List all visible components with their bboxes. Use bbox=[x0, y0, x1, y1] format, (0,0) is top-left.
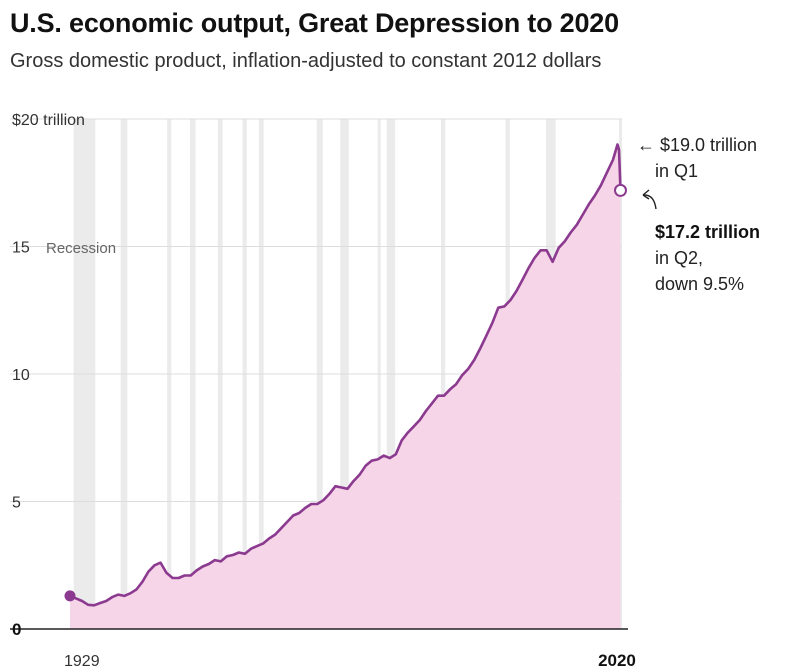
curved-arrow bbox=[642, 194, 657, 210]
recession-label: Recession bbox=[46, 240, 116, 257]
y-tick-label: 5 bbox=[12, 495, 21, 512]
y-tick-label: 10 bbox=[12, 367, 30, 384]
y-tick-label: 0 bbox=[12, 620, 21, 639]
x-tick-label: 1929 bbox=[64, 653, 100, 670]
y-tick-label: 15 bbox=[12, 240, 30, 257]
y-tick-label: $20 trillion bbox=[12, 112, 85, 129]
q2-point-marker bbox=[613, 183, 627, 197]
annotation-line: in Q1 bbox=[655, 161, 698, 181]
gdp-area-fill bbox=[70, 144, 621, 629]
axis-ticks: $20 trillion 15 10 5 0 1929 2020 bbox=[12, 112, 636, 670]
gdp-line bbox=[69, 143, 622, 607]
chart-subtitle: Gross domestic product, inflation-adjust… bbox=[10, 50, 602, 72]
annotations: ← $19.0 trillion in Q1 $17.2 trillion in Q2… bbox=[637, 135, 760, 294]
data-markers bbox=[64, 183, 627, 602]
arrow-head bbox=[642, 189, 650, 200]
x-tick-label: 2020 bbox=[598, 651, 636, 670]
annotation-line: $17.2 trillion bbox=[655, 222, 760, 242]
annotation-line: ← $19.0 trillion bbox=[637, 135, 757, 155]
annotation-line: in Q2, bbox=[655, 248, 703, 268]
annotation-q1: ← $19.0 trillion in Q1 bbox=[637, 135, 757, 181]
start-point-marker bbox=[64, 590, 76, 602]
annotation-q2: $17.2 trillion in Q2, down 9.5% bbox=[655, 222, 760, 294]
chart-title: U.S. economic output, Great Depression t… bbox=[10, 8, 619, 38]
annotation-line: down 9.5% bbox=[655, 274, 744, 294]
